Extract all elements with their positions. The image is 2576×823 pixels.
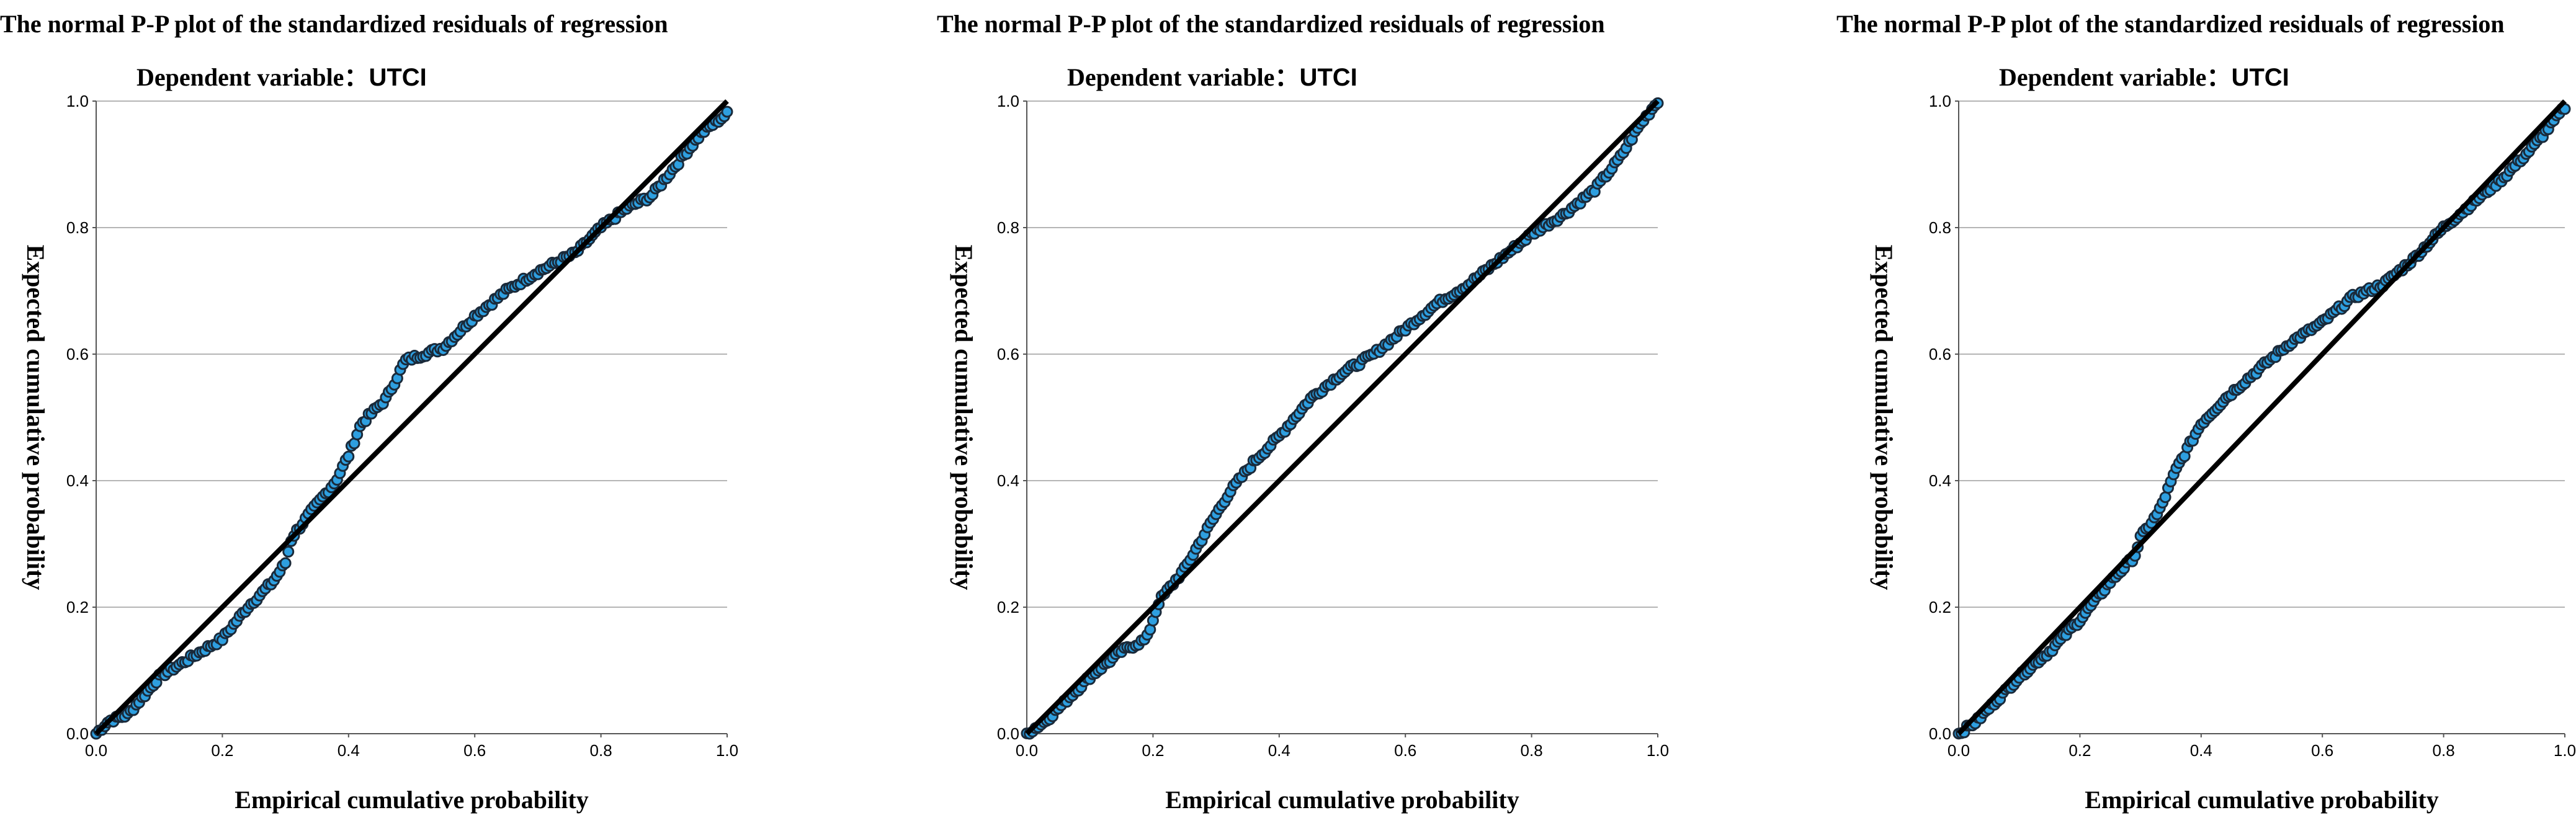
pp-plot-panel-3: The normal P-P plot of the standardized … bbox=[1836, 10, 2576, 814]
y-tick-label: 1.0 bbox=[1929, 92, 1951, 110]
x-tick-label: 1.0 bbox=[1647, 741, 1669, 760]
x-tick-label: 0.6 bbox=[463, 741, 486, 760]
y-tick-label: 0.8 bbox=[66, 218, 89, 237]
y-tick-label: 0.2 bbox=[66, 598, 89, 616]
x-tick-label: 0.8 bbox=[590, 741, 612, 760]
x-tick-label: 0.8 bbox=[1521, 741, 1543, 760]
data-points bbox=[1952, 102, 2571, 740]
reference-line bbox=[1025, 99, 1660, 736]
y-axis-title: Expected cumulative probability bbox=[22, 244, 50, 590]
chart-title: The normal P-P plot of the standardized … bbox=[937, 10, 1605, 38]
chart-subtitle: Dependent variable：UTCI bbox=[1067, 63, 1357, 91]
chart-subtitle: Dependent variable：UTCI bbox=[1999, 63, 2289, 91]
x-tick-label: 0.6 bbox=[2311, 741, 2333, 760]
subtitle-label: Dependent variable： bbox=[1067, 63, 1299, 91]
x-tick-label: 0.2 bbox=[1142, 741, 1164, 760]
y-tick-label: 0.4 bbox=[1929, 471, 1951, 490]
pp-plot-panel-1: The normal P-P plot of the standardized … bbox=[0, 10, 738, 814]
x-tick-label: 1.0 bbox=[716, 741, 738, 760]
x-tick-label: 0.4 bbox=[1268, 741, 1290, 760]
y-tick-label: 0.0 bbox=[66, 724, 89, 743]
y-axis-title: Expected cumulative probability bbox=[1870, 244, 1898, 590]
subtitle-value: UTCI bbox=[1299, 64, 1357, 91]
x-tick-label: 0.2 bbox=[211, 741, 233, 760]
chart-title: The normal P-P plot of the standardized … bbox=[1836, 10, 2505, 38]
x-tick-label: 0.6 bbox=[1394, 741, 1416, 760]
y-tick-label: 0.2 bbox=[997, 598, 1019, 616]
x-tick-label: 0.4 bbox=[338, 741, 360, 760]
subtitle-label: Dependent variable： bbox=[1999, 63, 2231, 91]
data-point bbox=[342, 450, 355, 463]
y-axis-title: Expected cumulative probability bbox=[950, 244, 978, 590]
y-tick-label: 0.2 bbox=[1929, 598, 1951, 616]
x-tick-label: 0.0 bbox=[1948, 741, 1970, 760]
x-axis-title: Empirical cumulative probability bbox=[2085, 786, 2438, 814]
x-axis-title: Empirical cumulative probability bbox=[1165, 786, 1519, 814]
y-tick-label: 0.4 bbox=[66, 471, 89, 490]
chart-title: The normal P-P plot of the standardized … bbox=[0, 10, 668, 38]
y-tick-label: 0.0 bbox=[997, 724, 1019, 743]
y-tick-label: 0.4 bbox=[997, 471, 1019, 490]
x-tick-label: 1.0 bbox=[2554, 741, 2576, 760]
x-axis-title: Empirical cumulative probability bbox=[235, 786, 588, 814]
y-tick-label: 1.0 bbox=[997, 92, 1019, 110]
y-tick-label: 0.0 bbox=[1929, 724, 1951, 743]
pp-plot-panel-2: The normal P-P plot of the standardized … bbox=[937, 10, 1669, 814]
y-tick-label: 0.6 bbox=[997, 345, 1019, 363]
chart-subtitle: Dependent variable：UTCI bbox=[136, 63, 427, 91]
subtitle-value: UTCI bbox=[369, 64, 426, 91]
x-tick-label: 0.4 bbox=[2190, 741, 2212, 760]
y-tick-label: 1.0 bbox=[66, 92, 89, 110]
x-tick-label: 0.8 bbox=[2433, 741, 2455, 760]
subtitle-value: UTCI bbox=[2231, 64, 2289, 91]
data-point bbox=[279, 557, 292, 569]
y-tick-label: 0.8 bbox=[997, 218, 1019, 237]
y-tick-label: 0.6 bbox=[1929, 345, 1951, 363]
data-point bbox=[721, 105, 733, 118]
reference-line bbox=[94, 99, 729, 736]
data-point bbox=[282, 546, 295, 558]
x-tick-label: 0.0 bbox=[85, 741, 107, 760]
y-tick-label: 0.6 bbox=[66, 345, 89, 363]
x-tick-label: 0.2 bbox=[2068, 741, 2091, 760]
x-tick-label: 0.0 bbox=[1016, 741, 1038, 760]
subtitle-label: Dependent variable： bbox=[136, 63, 369, 91]
reference-line bbox=[1957, 99, 2567, 736]
y-tick-label: 0.8 bbox=[1929, 218, 1951, 237]
